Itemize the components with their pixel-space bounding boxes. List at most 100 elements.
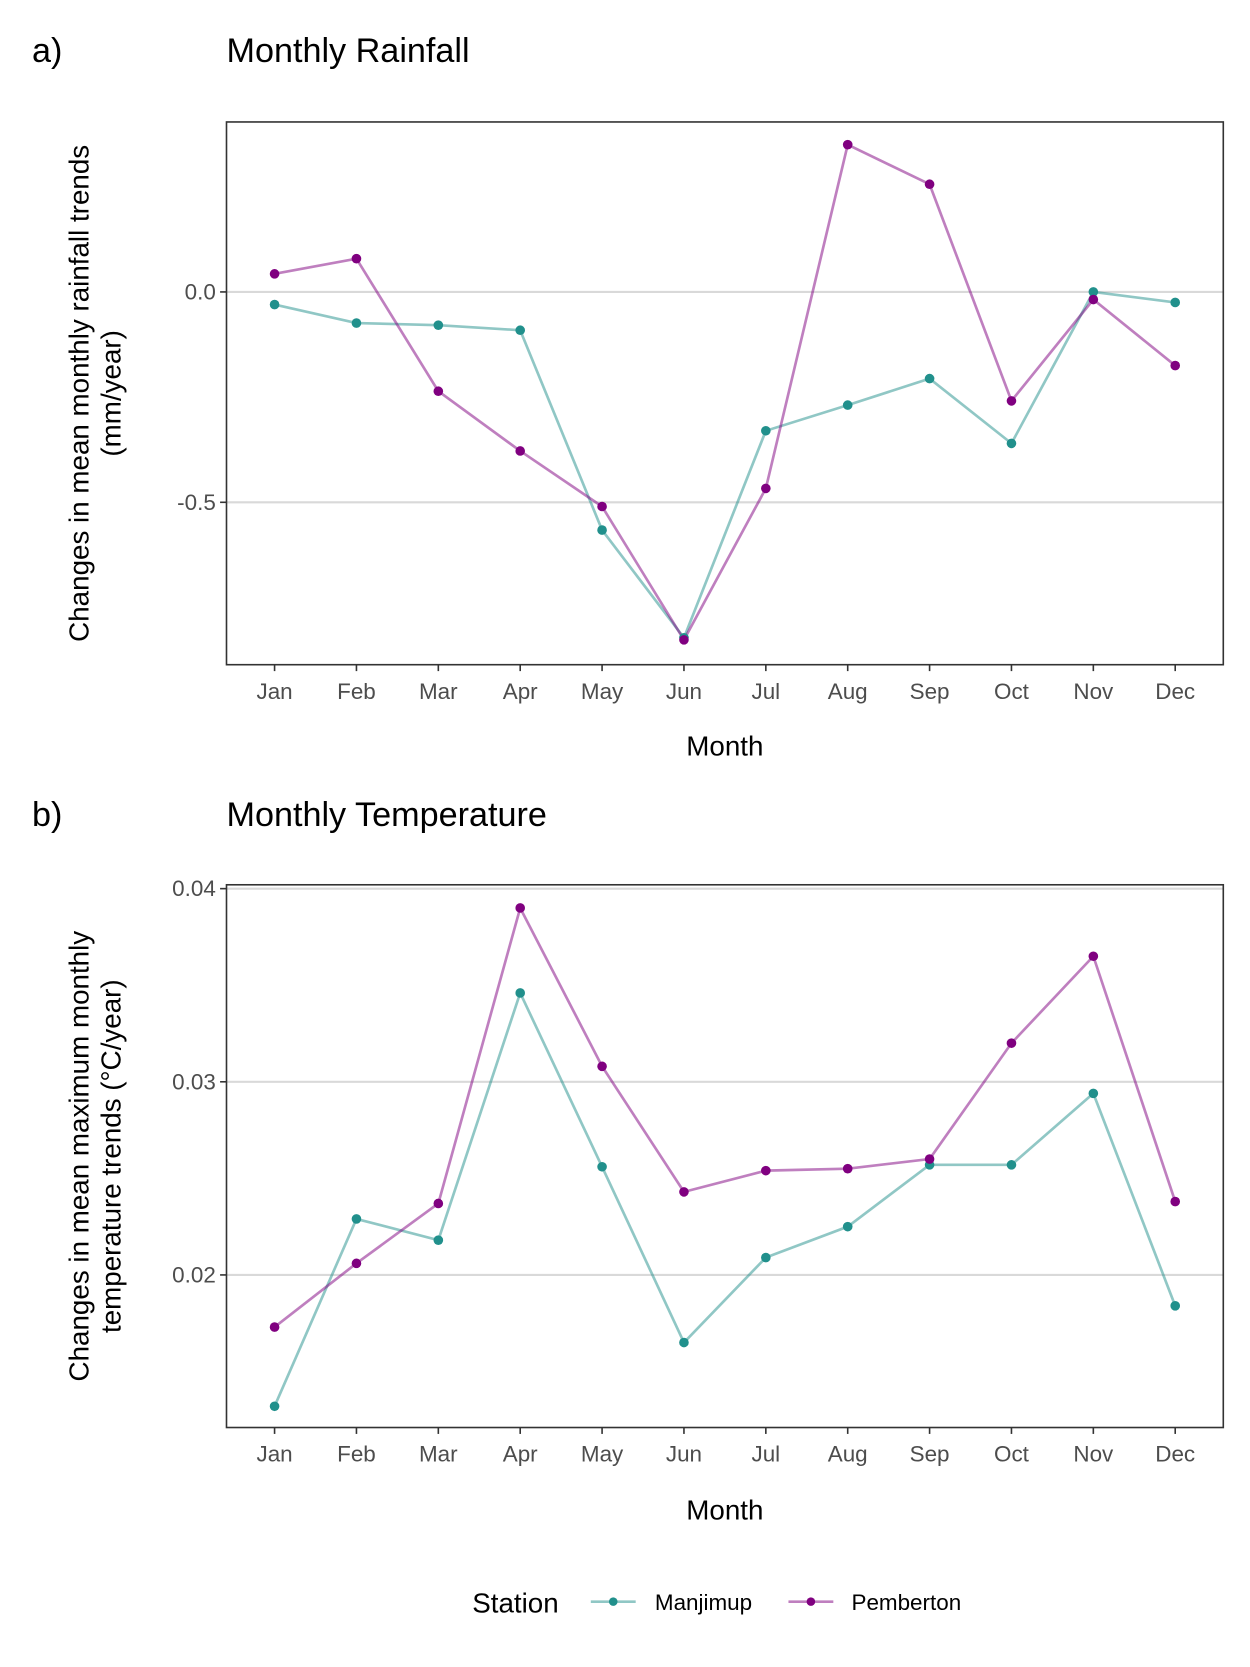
x-tick-label: May xyxy=(581,1442,624,1467)
data-point-manjimup xyxy=(433,1235,444,1245)
legend-key-point-manjimup xyxy=(608,1597,618,1606)
chart-title: Monthly Rainfall xyxy=(226,32,469,70)
x-tick-label: Apr xyxy=(503,1442,538,1467)
data-point-pemberton xyxy=(269,269,280,279)
x-tick-label: Jul xyxy=(751,1442,780,1467)
data-point-manjimup xyxy=(1088,287,1099,297)
data-point-pemberton xyxy=(515,446,526,456)
y-tick-label: -0.5 xyxy=(177,490,216,515)
data-point-manjimup xyxy=(351,1214,362,1224)
x-tick-label: Aug xyxy=(828,1442,868,1467)
x-tick-label: Dec xyxy=(1155,1442,1195,1467)
legend-label-manjimup: Manjimup xyxy=(655,1590,752,1615)
x-tick-label: Feb xyxy=(337,679,376,704)
series-line-manjimup xyxy=(273,989,1177,1407)
data-point-manjimup xyxy=(433,320,444,330)
data-point-pemberton xyxy=(842,139,853,150)
x-tick-label: Aug xyxy=(828,679,868,704)
data-point-manjimup xyxy=(269,299,280,310)
data-point-manjimup xyxy=(1088,1088,1099,1099)
x-tick-label: Apr xyxy=(503,679,538,704)
legend-label-pemberton: Pemberton xyxy=(851,1590,961,1615)
panel-rainfall: a) Monthly Rainfall 0.0 -0.5 Jan Feb Mar Apr May… xyxy=(32,32,1225,762)
data-point-manjimup xyxy=(269,1401,280,1412)
panel-temperature: b) Monthly Temperature 0.04 0.03 0.02 Jan Feb M… xyxy=(32,796,1225,1525)
data-point-manjimup xyxy=(761,1252,771,1263)
series-line-pemberton xyxy=(274,142,1177,643)
y-axis-label: Changes in mean maximum monthly xyxy=(64,931,95,1382)
x-tick-label: Mar xyxy=(419,679,458,704)
x-tick-label: Nov xyxy=(1073,679,1114,704)
x-tick-label: Dec xyxy=(1155,679,1195,704)
x-tick-label: Jun xyxy=(666,679,702,704)
series-line-manjimup xyxy=(274,290,1176,641)
data-point-manjimup xyxy=(1006,1160,1017,1170)
data-point-pemberton xyxy=(1088,951,1099,962)
panel-tag: a) xyxy=(32,32,62,70)
data-point-manjimup xyxy=(515,988,526,998)
x-tick-label: Jan xyxy=(256,1442,292,1467)
data-point-manjimup xyxy=(351,318,362,328)
data-point-pemberton xyxy=(761,1165,771,1176)
data-point-pemberton xyxy=(597,1061,607,1072)
x-tick-label: Feb xyxy=(337,1442,376,1467)
data-point-pemberton xyxy=(351,253,362,264)
y-axis-label: temperature trends (°C/year) xyxy=(96,979,127,1333)
data-point-manjimup xyxy=(679,1337,689,1348)
data-point-pemberton xyxy=(1006,1038,1017,1048)
x-tick-label: Sep xyxy=(910,679,950,704)
data-point-manjimup xyxy=(597,525,607,535)
y-axis-label: Changes in mean monthly rainfall trends xyxy=(64,145,95,642)
x-axis-label: Month xyxy=(686,731,763,762)
series-line-pemberton xyxy=(273,904,1177,1329)
data-point-pemberton xyxy=(433,1198,444,1209)
data-point-manjimup xyxy=(1170,297,1181,308)
x-tick-label: May xyxy=(581,679,624,704)
data-point-pemberton xyxy=(1170,1196,1181,1207)
data-point-pemberton xyxy=(269,1322,280,1332)
data-point-manjimup xyxy=(842,1221,853,1232)
x-tick-label: Oct xyxy=(994,679,1030,704)
data-point-pemberton xyxy=(679,1187,689,1197)
x-tick-label: Jun xyxy=(666,1442,702,1467)
chart-title: Monthly Temperature xyxy=(226,796,546,834)
y-axis-label: (mm/year) xyxy=(96,330,127,456)
data-point-pemberton xyxy=(1088,294,1099,305)
data-point-manjimup xyxy=(924,373,935,384)
panel-tag: b) xyxy=(32,796,62,834)
data-point-manjimup xyxy=(597,1161,607,1172)
legend: Station Manjimup Pemberton xyxy=(472,1587,961,1618)
x-tick-label: Jul xyxy=(751,679,780,704)
data-point-pemberton xyxy=(515,903,526,913)
x-tick-label: Oct xyxy=(994,1442,1030,1467)
data-point-pemberton xyxy=(842,1163,853,1174)
legend-title: Station xyxy=(472,1587,558,1618)
y-tick-label: 0.04 xyxy=(172,876,216,901)
data-point-pemberton xyxy=(1006,396,1017,406)
x-tick-label: Nov xyxy=(1073,1442,1114,1467)
data-point-manjimup xyxy=(1170,1301,1181,1311)
data-point-pemberton xyxy=(597,501,607,512)
plot-border xyxy=(225,121,1225,666)
y-tick-label: 0.0 xyxy=(185,279,216,304)
data-point-pemberton xyxy=(351,1258,362,1269)
data-point-pemberton xyxy=(924,1154,935,1164)
x-tick-label: Sep xyxy=(910,1442,950,1467)
data-point-pemberton xyxy=(679,635,689,645)
x-tick-label: Mar xyxy=(419,1442,458,1467)
data-point-pemberton xyxy=(1170,360,1181,371)
data-point-pemberton xyxy=(433,386,444,397)
y-tick-label: 0.03 xyxy=(172,1069,216,1094)
data-point-manjimup xyxy=(515,325,526,336)
data-point-manjimup xyxy=(842,400,853,410)
data-point-pemberton xyxy=(761,483,771,494)
plot-border xyxy=(225,883,1225,1429)
data-point-pemberton xyxy=(924,179,935,190)
y-tick-label: 0.02 xyxy=(172,1262,216,1287)
x-tick-label: Jan xyxy=(256,679,292,704)
data-point-manjimup xyxy=(761,425,771,436)
data-point-manjimup xyxy=(1006,438,1017,449)
legend-key-point-pemberton xyxy=(806,1597,816,1606)
x-axis-label: Month xyxy=(686,1494,763,1525)
